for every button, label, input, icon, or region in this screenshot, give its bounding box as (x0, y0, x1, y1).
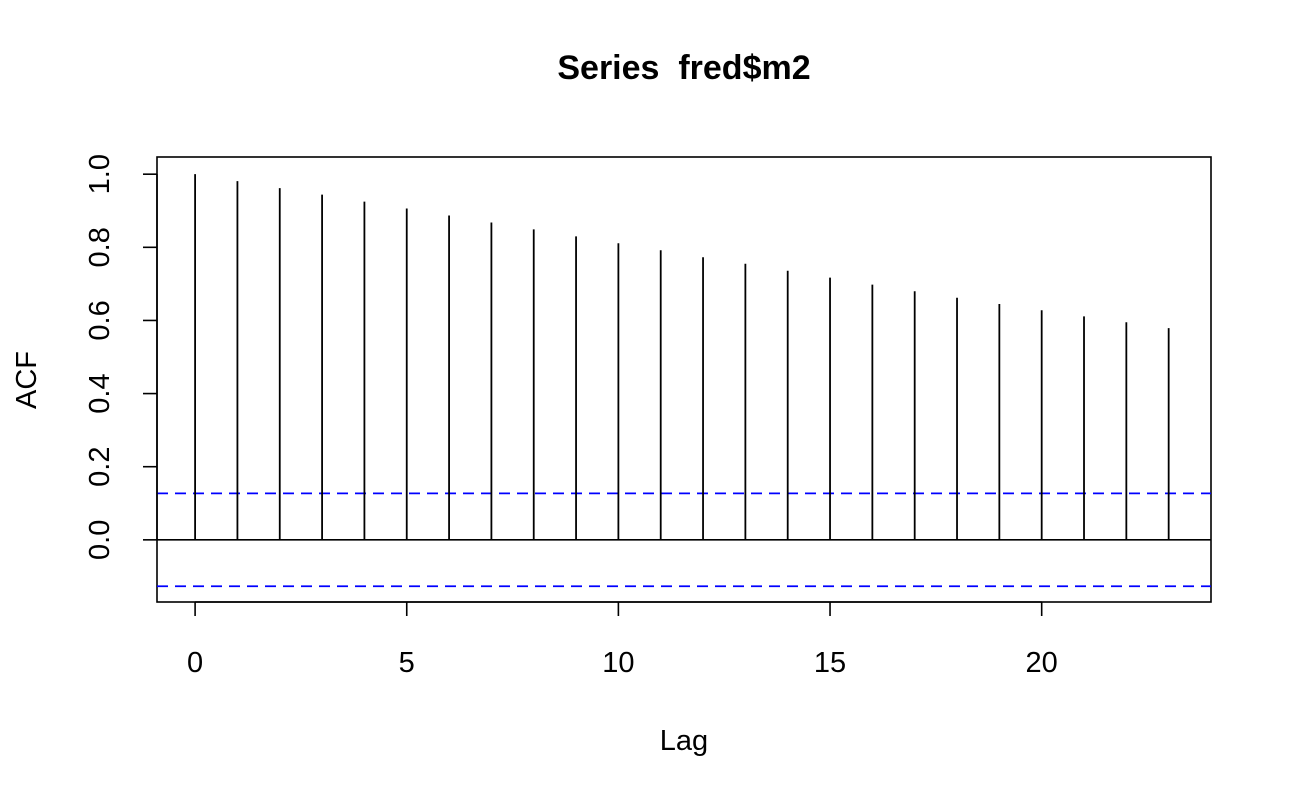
x-axis: 0 5 10 15 20 (187, 601, 1058, 679)
x-axis-label: Lag (660, 725, 708, 757)
plot-frame (156, 156, 1212, 603)
confidence-bounds (157, 492, 1211, 588)
x-tick-label: 15 (814, 647, 846, 679)
y-tick-label: 0.4 (84, 373, 116, 413)
y-tick-label: 0.0 (84, 520, 116, 560)
y-tick-label: 1.0 (84, 154, 116, 194)
x-tick-label: 0 (187, 647, 203, 679)
x-tick-label: 5 (399, 647, 415, 679)
y-tick-label: 0.8 (84, 227, 116, 267)
y-tick-label: 0.6 (84, 300, 116, 340)
y-axis-label: ACF (11, 351, 43, 409)
y-tick-label: 0.2 (84, 447, 116, 487)
x-tick-label: 20 (1026, 647, 1058, 679)
chart-title: Series fred$m2 (557, 49, 810, 87)
y-axis: 0.0 0.2 0.4 0.6 0.8 1.0 (84, 154, 158, 560)
x-tick-label: 10 (602, 647, 634, 679)
acf-bars (194, 174, 1170, 540)
